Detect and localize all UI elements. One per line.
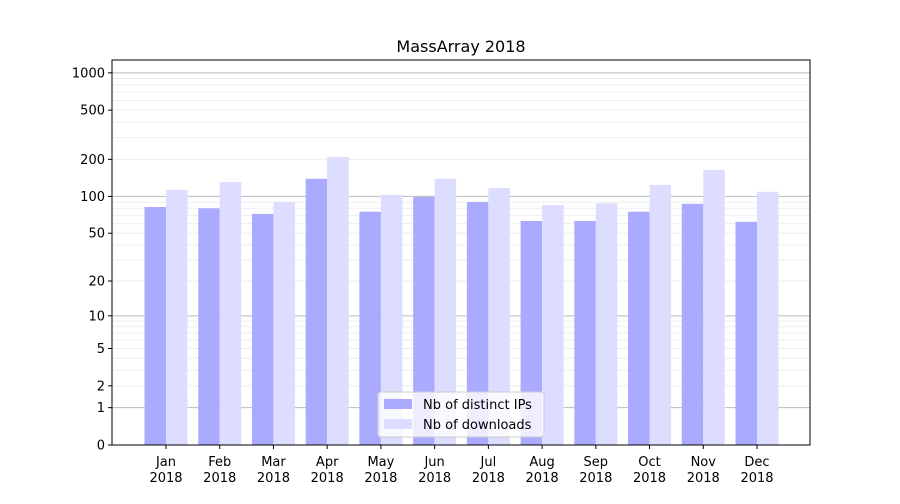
y-tick-label: 5 — [97, 342, 105, 357]
bar-distinct-ips — [198, 208, 220, 445]
bar-downloads — [595, 203, 618, 445]
bar-distinct-ips — [681, 203, 704, 445]
legend: Nb of distinct IPs Nb of downloads — [377, 391, 545, 438]
bar-downloads — [219, 181, 242, 445]
bar-downloads — [273, 202, 295, 445]
bar-distinct-ips — [735, 221, 757, 445]
plot-frame — [111, 59, 811, 446]
bar-distinct-ips — [251, 213, 274, 445]
y-tick-label: 20 — [88, 275, 105, 290]
y-tick-label: 50 — [88, 227, 105, 242]
bar-downloads — [542, 205, 564, 445]
x-tick-label: Sep 2018 — [579, 455, 612, 486]
chart-title: MassArray 2018 — [396, 37, 525, 56]
y-tick-label: 1000 — [72, 66, 105, 81]
legend-box — [377, 391, 545, 438]
x-tick-label: Dec 2018 — [740, 455, 773, 486]
y-tick-label: 1 — [97, 401, 105, 416]
bar-downloads — [703, 169, 725, 446]
bar-distinct-ips — [628, 211, 650, 445]
bar-distinct-ips — [574, 220, 596, 445]
y-tick-label: 0 — [97, 439, 105, 454]
y-tick-label: 200 — [80, 153, 105, 168]
x-tick-label: Aug 2018 — [526, 455, 559, 486]
bar-downloads — [327, 156, 349, 445]
bar-downloads — [434, 178, 457, 446]
bar-downloads — [166, 189, 188, 445]
x-tick-label: Nov 2018 — [687, 455, 720, 486]
x-tick-label: Apr 2018 — [311, 455, 344, 486]
bar-distinct-ips — [466, 202, 489, 445]
x-tick-label: Jun 2018 — [418, 455, 451, 486]
bar-distinct-ips — [413, 196, 435, 445]
bar-downloads — [757, 191, 779, 445]
y-tick-label: 100 — [80, 190, 105, 205]
x-tick-label: Feb 2018 — [203, 455, 236, 486]
legend-swatch — [384, 399, 412, 409]
y-tick-label: 10 — [88, 309, 105, 324]
y-tick-label: 2 — [97, 379, 105, 394]
bar-distinct-ips — [520, 220, 543, 445]
bar-distinct-ips — [305, 178, 328, 446]
x-tick-label: May 2018 — [364, 455, 397, 486]
legend-label: Nb of distinct IPs — [423, 398, 532, 413]
bar-downloads — [380, 194, 403, 445]
bar-distinct-ips — [359, 211, 381, 445]
bar-downloads — [649, 184, 672, 445]
y-tick-label: 500 — [80, 104, 105, 119]
x-tick-label: Oct 2018 — [633, 455, 666, 486]
x-tick-label: Jul 2018 — [472, 455, 505, 486]
x-tick-label: Mar 2018 — [257, 455, 290, 486]
legend-swatch — [384, 419, 412, 429]
x-tick-label: Jan 2018 — [149, 455, 182, 486]
bar-distinct-ips — [144, 206, 166, 445]
legend-label: Nb of downloads — [423, 418, 532, 433]
bar-downloads — [488, 188, 510, 445]
